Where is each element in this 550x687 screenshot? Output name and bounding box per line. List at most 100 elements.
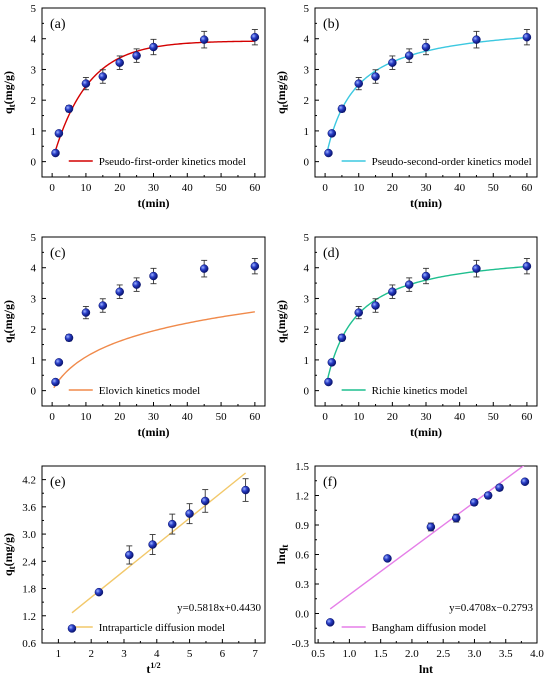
data-point — [522, 258, 532, 275]
y-tick-label: 3 — [304, 64, 310, 76]
data-marker — [522, 261, 532, 271]
x-tick-label: 2 — [88, 648, 94, 660]
data-marker — [520, 477, 530, 486]
x-axis-title: lnt — [419, 662, 433, 676]
data-point — [51, 148, 60, 158]
data-marker — [132, 51, 141, 60]
data-marker — [324, 148, 333, 158]
y-tick-label: 3 — [31, 64, 37, 76]
data-point — [495, 483, 504, 492]
data-marker — [132, 280, 141, 289]
x-tick-label: 60 — [521, 411, 533, 423]
data-point — [383, 554, 392, 563]
data-marker — [472, 35, 481, 44]
y-tick-label: 4 — [31, 263, 37, 275]
y-tick-label: 0 — [304, 157, 310, 169]
data-point — [185, 503, 194, 525]
y-tick-label: 0.3 — [295, 579, 309, 591]
x-tick-label: 0 — [322, 182, 328, 194]
data-marker — [168, 519, 177, 529]
legend: Elovich kinetics model — [68, 385, 200, 397]
x-tick-label: 60 — [249, 182, 261, 194]
model-curve — [329, 466, 525, 610]
x-tick-label: 40 — [454, 411, 466, 423]
x-tick-label: 2.5 — [436, 648, 450, 660]
legend-entry: Richie kinetics model — [372, 385, 468, 397]
chart-panel: 0 10 20 30 40 50 60 0 1 2 3 4 5 t(min) qt(mg/g) (b) Pseu… — [274, 3, 538, 210]
y-tick-label: 4 — [31, 34, 37, 46]
data-marker — [64, 333, 74, 343]
model-curve — [53, 40, 255, 157]
y-tick-label: 1 — [304, 126, 310, 138]
x-tick-label: 30 — [148, 182, 160, 194]
data-point — [426, 522, 436, 532]
data-point — [522, 29, 532, 46]
y-tick-label: 2 — [304, 95, 310, 107]
y-tick-label: 0 — [304, 386, 310, 398]
chart-panel: 0 10 20 30 40 50 60 0 1 2 3 4 5 t(min) qt(mg/g) (c) Elov… — [1, 232, 266, 439]
y-tick-label: 1 — [31, 355, 37, 367]
x-tick-label: 2.0 — [405, 648, 419, 660]
data-marker — [354, 308, 363, 317]
data-point — [98, 298, 108, 313]
legend: Richie kinetics model — [341, 385, 468, 397]
data-point — [472, 259, 481, 278]
data-marker — [337, 333, 347, 343]
data-marker — [199, 35, 209, 44]
y-tick-label: 2.4 — [22, 556, 36, 568]
data-point — [324, 148, 333, 158]
y-tick-label: 5 — [304, 232, 310, 244]
fit-equation: y=0.5818x+0.4430 — [177, 602, 261, 614]
data-point — [125, 545, 134, 565]
y-axis-title: qt(mg/g) — [1, 533, 17, 576]
panel-label: (d) — [323, 246, 340, 261]
y-tick-label: 3 — [31, 293, 37, 305]
data-marker — [94, 587, 104, 597]
y-tick-label: 5 — [31, 3, 37, 15]
data-marker — [383, 554, 392, 563]
data-marker — [54, 358, 64, 367]
y-tick-label: 1.8 — [22, 584, 36, 596]
x-tick-label: 20 — [387, 411, 399, 423]
y-tick-label: 0.6 — [22, 638, 36, 650]
x-tick-label: 1.0 — [343, 648, 357, 660]
data-marker — [250, 261, 260, 271]
data-marker — [388, 287, 397, 296]
x-axis-title: t(min) — [410, 425, 442, 439]
legend-entry: Bangham diffusion model — [372, 622, 487, 634]
x-tick-label: 10 — [353, 411, 365, 423]
panel-label: (b) — [323, 17, 340, 32]
x-tick-label: 5 — [187, 648, 193, 660]
data-marker — [185, 509, 194, 518]
data-marker — [483, 491, 493, 500]
data-marker — [325, 618, 335, 627]
model-curve — [53, 311, 255, 389]
data-marker — [199, 264, 209, 273]
data-point — [327, 129, 337, 138]
data-marker — [149, 42, 158, 52]
chart-panel: 0.5 1.0 1.5 2.0 2.5 3.0 3.5 4.0 -0.3 0.0 0.3 0.6 0.9… — [274, 461, 544, 676]
data-point — [81, 76, 91, 91]
x-tick-label: 3.5 — [499, 648, 513, 660]
y-tick-label: 5 — [31, 232, 37, 244]
x-tick-label: 60 — [249, 411, 261, 423]
x-axis-title: t(min) — [138, 196, 170, 210]
legend: Bangham diffusion model — [341, 622, 487, 634]
legend-entry: Intraparticle diffusion model — [99, 622, 225, 634]
y-tick-label: 0.0 — [295, 609, 309, 621]
data-point — [54, 129, 64, 138]
data-marker — [115, 287, 124, 296]
data-marker — [81, 79, 91, 88]
x-tick-label: 10 — [353, 182, 365, 194]
data-marker — [522, 32, 532, 42]
x-tick-label: 40 — [454, 182, 466, 194]
data-marker — [404, 51, 414, 60]
y-tick-label: 3.0 — [22, 529, 36, 541]
data-point — [64, 104, 74, 114]
data-point — [354, 305, 363, 320]
data-point — [241, 478, 250, 502]
plot-frame — [41, 236, 266, 407]
data-marker — [337, 104, 347, 114]
legend: Pseudo-first-order kinetics model — [68, 156, 246, 168]
data-point — [404, 48, 414, 63]
